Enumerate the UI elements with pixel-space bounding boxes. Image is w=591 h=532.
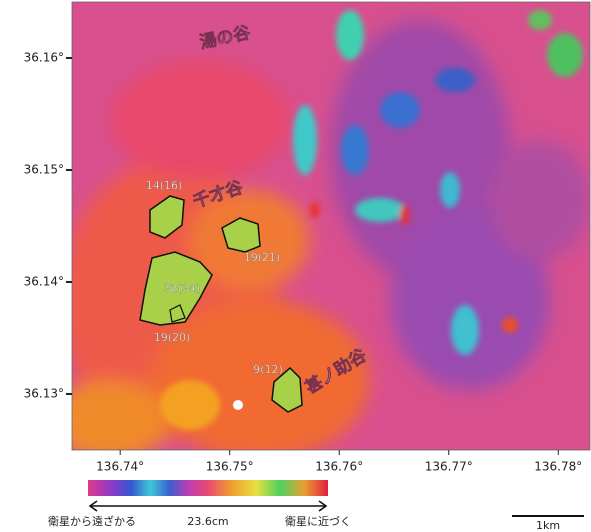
annotation: 19(20) <box>154 331 191 344</box>
x-tick-label: 136.78° <box>534 460 582 474</box>
colorbar-label: 衛星に近づく <box>285 515 351 528</box>
x-tick-label: 136.74° <box>96 460 144 474</box>
annotation: 19(21) <box>244 251 281 264</box>
x-tick-label: 136.75° <box>206 460 254 474</box>
annotation: 9(12) <box>253 363 283 376</box>
colorbar-label: 衛星から遠ざかる <box>48 514 136 528</box>
x-tick-label: 136.76° <box>315 460 363 474</box>
y-tick-label: 36.16° <box>24 51 64 65</box>
colorbar-arrow <box>90 501 326 511</box>
annotation: 14(16) <box>146 179 183 192</box>
colorbar-label: 23.6cm <box>187 515 228 528</box>
colorbar <box>88 480 328 496</box>
annotation: 32(34) <box>164 282 201 295</box>
y-tick-label: 36.14° <box>24 275 64 289</box>
y-tick-label: 36.13° <box>24 387 64 401</box>
map-figure: 136.74° 136.75° 136.76° 136.77° 136.78° 36.16… <box>0 0 591 532</box>
x-tick-label: 136.77° <box>425 460 473 474</box>
scale-label: 1km <box>536 519 560 532</box>
y-tick-label: 36.15° <box>24 163 64 177</box>
